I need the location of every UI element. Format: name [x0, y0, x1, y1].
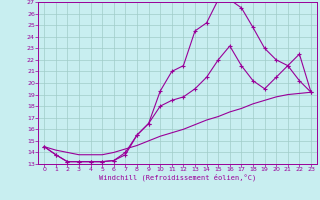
X-axis label: Windchill (Refroidissement éolien,°C): Windchill (Refroidissement éolien,°C)	[99, 174, 256, 181]
